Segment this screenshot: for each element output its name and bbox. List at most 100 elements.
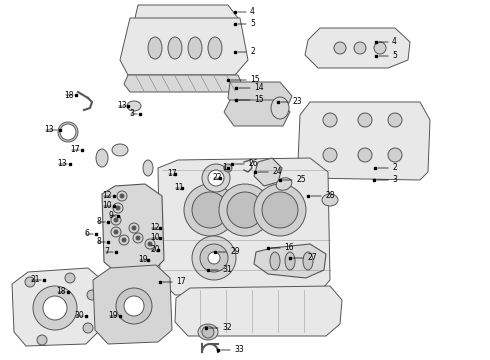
Circle shape [323,148,337,162]
Ellipse shape [270,252,280,270]
Text: 26: 26 [248,159,258,168]
Text: 31: 31 [222,266,232,274]
Circle shape [116,206,120,210]
Circle shape [43,296,67,320]
Text: 8: 8 [96,217,101,226]
Text: 18: 18 [56,288,66,297]
Text: 21: 21 [30,275,40,284]
Text: 30: 30 [74,311,84,320]
Text: 19: 19 [108,311,118,320]
Circle shape [208,170,224,186]
Circle shape [148,242,152,246]
Circle shape [192,236,236,280]
Circle shape [87,290,97,300]
Circle shape [358,113,372,127]
Ellipse shape [58,122,78,142]
Circle shape [184,184,236,236]
Text: 18: 18 [64,90,74,99]
Polygon shape [158,158,330,295]
Ellipse shape [276,178,292,190]
Circle shape [334,42,346,54]
Circle shape [122,238,126,242]
Polygon shape [12,268,102,346]
Polygon shape [120,18,248,75]
Text: 17: 17 [70,145,80,154]
Ellipse shape [271,97,289,119]
Circle shape [224,164,232,172]
Text: 12: 12 [102,192,112,201]
Text: 11: 11 [174,184,183,193]
Text: 1: 1 [222,163,227,172]
Text: 29: 29 [230,248,240,256]
Polygon shape [254,158,282,186]
Circle shape [208,252,220,264]
Text: 23: 23 [292,98,302,107]
Ellipse shape [112,144,128,156]
Text: 22: 22 [212,174,221,183]
Circle shape [129,223,139,233]
Circle shape [358,148,372,162]
Text: 15: 15 [250,76,260,85]
Text: 32: 32 [222,324,232,333]
Circle shape [323,113,337,127]
Text: 5: 5 [250,19,255,28]
Circle shape [192,192,228,228]
Circle shape [124,296,144,316]
Text: 13: 13 [117,102,126,111]
Circle shape [145,239,155,249]
Polygon shape [175,286,342,336]
Circle shape [117,191,127,201]
Circle shape [388,113,402,127]
Circle shape [202,326,214,338]
Polygon shape [102,184,164,274]
Polygon shape [124,75,242,92]
Ellipse shape [148,37,162,59]
Text: 19: 19 [138,256,147,265]
Circle shape [227,192,263,228]
Text: 5: 5 [392,51,397,60]
Ellipse shape [198,324,218,340]
Circle shape [120,194,124,198]
Text: 17: 17 [176,278,186,287]
Text: 33: 33 [234,346,244,355]
Text: 7: 7 [104,248,109,256]
Circle shape [114,230,118,234]
Polygon shape [305,28,410,68]
Circle shape [132,226,136,230]
Circle shape [119,235,129,245]
Circle shape [65,273,75,283]
Circle shape [136,236,140,240]
Ellipse shape [168,37,182,59]
Text: 10: 10 [150,234,160,243]
Text: 4: 4 [392,37,397,46]
Circle shape [83,323,93,333]
Text: 28: 28 [325,192,335,201]
Ellipse shape [188,37,202,59]
Text: 25: 25 [296,175,306,184]
Text: 20: 20 [150,246,160,255]
Text: 15: 15 [254,95,264,104]
Text: 17: 17 [167,170,176,179]
Ellipse shape [322,194,338,206]
Text: 2: 2 [392,163,397,172]
Text: 10: 10 [102,202,112,211]
Circle shape [262,192,298,228]
Circle shape [60,124,76,140]
Circle shape [33,286,77,330]
Text: 2: 2 [250,48,255,57]
Text: 12: 12 [150,224,160,233]
Polygon shape [298,102,430,180]
Circle shape [113,203,123,213]
Ellipse shape [143,160,153,176]
Circle shape [202,164,230,192]
Text: 6: 6 [84,230,89,238]
Text: 3: 3 [392,175,397,184]
Circle shape [25,277,35,287]
Text: 8: 8 [96,238,101,247]
Ellipse shape [303,252,313,270]
Text: 16: 16 [284,243,294,252]
Text: 24: 24 [272,167,282,176]
Text: 27: 27 [307,253,317,262]
Ellipse shape [285,252,295,270]
Polygon shape [135,5,238,30]
